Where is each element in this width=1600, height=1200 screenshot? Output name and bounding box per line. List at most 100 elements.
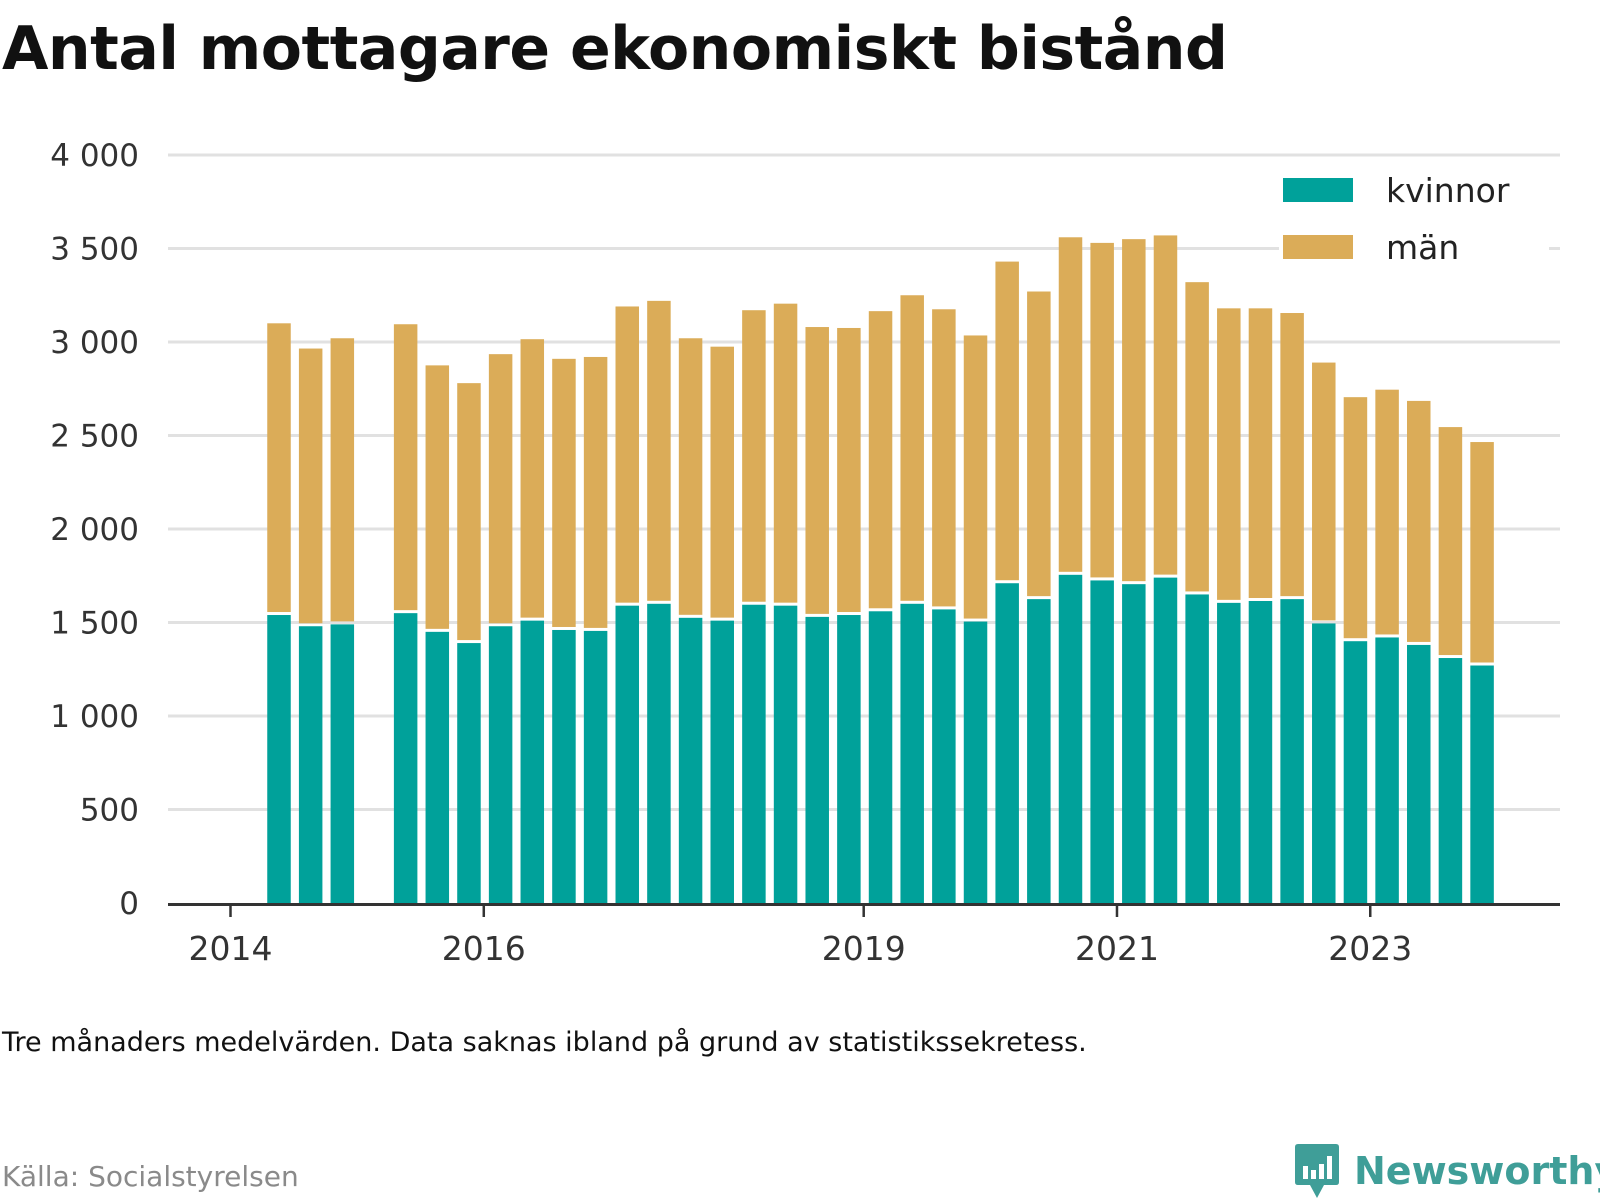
bar-man [1090,242,1114,578]
bar-kvinnor [837,615,861,903]
bar-kvinnor [1407,644,1431,903]
bar-man [805,327,829,614]
bar-kvinnor [1343,641,1368,903]
chart-title: Antal mottagare ekonomiskt bistånd [2,14,1228,84]
bar-kvinnor [1438,658,1463,903]
bar-kvinnor [330,624,355,903]
bar-man [267,323,291,613]
bar-kvinnor [1217,602,1241,903]
bar-kvinnor [900,603,924,903]
x-tick-label: 2019 [822,929,906,968]
bar-kvinnor [298,626,323,903]
bar-man [773,303,798,603]
bar-kvinnor [742,604,766,903]
y-tick-label: 3 000 [50,325,139,361]
bar-kvinnor [615,605,640,903]
bar-man [1122,239,1146,582]
bar-kvinnor [425,631,450,903]
y-tick-label: 500 [80,793,139,829]
bar-kvinnor [457,643,481,903]
bar-man [393,324,418,611]
bar-kvinnor [1470,665,1494,903]
bar-kvinnor [773,605,798,903]
bar-kvinnor [995,583,1019,903]
bar-kvinnor [1153,577,1178,903]
bar-man [678,338,703,615]
legend-swatch [1283,178,1353,202]
bar-kvinnor [393,613,418,903]
bar-man [1058,237,1083,572]
bar-man [1217,308,1241,600]
bar-kvinnor [583,630,608,903]
chart-note: Tre månaders medelvärden. Data saknas ib… [2,1027,1087,1058]
bar-kvinnor [1185,594,1209,903]
bar-kvinnor [868,611,893,903]
bar-kvinnor [1090,580,1114,903]
y-tick-label: 2 000 [50,512,139,548]
bar-man [1407,400,1431,642]
bar-kvinnor [710,620,734,903]
bar-man [615,306,640,603]
bar-kvinnor [552,629,576,903]
bar-man [425,365,450,629]
source-text: Källa: Socialstyrelsen [2,1160,299,1193]
bar-man [1185,282,1209,592]
bar-man [583,356,608,628]
legend-swatch [1283,235,1353,259]
brand-logo-lockup: Newsworthy [1294,1142,1600,1200]
x-axis: 2014 2016 2019 2021 2023 [168,903,1560,968]
bar-man [837,327,861,613]
bar-kvinnor [520,620,545,903]
bar-man [900,295,924,601]
y-axis: 0 500 1 000 1 500 2 000 2 500 3 000 3 500 4 000 [50,138,139,922]
bar-kvinnor [1122,584,1146,903]
bar-kvinnor [267,615,291,903]
bar-man [1280,313,1304,597]
y-tick-label: 1 000 [50,699,139,735]
y-tick-label: 4 000 [50,138,139,174]
bar-kvinnor [678,617,703,903]
x-tick-label: 2014 [189,929,273,968]
legend-label: män [1386,228,1459,267]
bar-man [1343,397,1368,639]
x-tick-label: 2021 [1075,929,1159,968]
bar-man [1312,362,1336,621]
bar-kvinnor [1058,574,1083,903]
bars [267,235,1494,903]
bar-kvinnor [1248,600,1273,903]
bar-man [1375,389,1399,635]
bar-man [1470,442,1494,663]
bar-man [520,339,545,618]
bar-man [1248,308,1273,598]
bar-man [932,309,956,607]
bar-man [457,383,481,641]
bar-man [1027,291,1051,597]
bar-kvinnor [805,616,829,903]
newsworthy-logo-icon [1295,1144,1339,1198]
bar-kvinnor [1280,599,1304,903]
bar-kvinnor [1312,623,1336,903]
bar-man [330,338,355,622]
bar-kvinnor [647,603,671,903]
bar-man [1153,235,1178,575]
bar-kvinnor [963,621,988,903]
bar-kvinnor [1375,637,1399,903]
bar-kvinnor [932,609,956,903]
y-tick-label: 3 500 [50,232,139,268]
brand-name: Newsworthy [1354,1149,1600,1193]
x-tick-label: 2016 [442,929,526,968]
legend-label: kvinnor [1386,171,1510,210]
bar-man [298,348,323,624]
bar-kvinnor [488,626,513,903]
x-tick-label: 2023 [1328,929,1412,968]
bar-man [647,300,671,601]
y-tick-label: 0 [119,886,139,922]
bar-man [868,311,893,609]
bar-man [963,335,988,619]
bar-man [742,310,766,602]
bar-kvinnor [1027,599,1051,903]
y-tick-label: 2 500 [50,419,139,455]
bar-man [488,354,513,624]
bar-man [710,346,734,618]
